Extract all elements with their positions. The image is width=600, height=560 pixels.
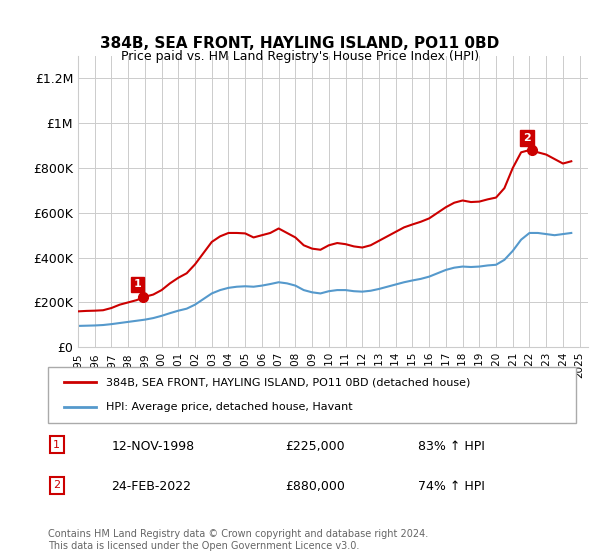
Text: £880,000: £880,000 [286, 480, 346, 493]
Text: HPI: Average price, detached house, Havant: HPI: Average price, detached house, Hava… [106, 402, 353, 412]
Text: 2: 2 [523, 133, 531, 143]
Text: 74% ↑ HPI: 74% ↑ HPI [418, 480, 484, 493]
Text: 83% ↑ HPI: 83% ↑ HPI [418, 440, 484, 452]
Text: 384B, SEA FRONT, HAYLING ISLAND, PO11 0BD (detached house): 384B, SEA FRONT, HAYLING ISLAND, PO11 0B… [106, 377, 470, 388]
Text: 24-FEB-2022: 24-FEB-2022 [112, 480, 191, 493]
Text: 384B, SEA FRONT, HAYLING ISLAND, PO11 0BD: 384B, SEA FRONT, HAYLING ISLAND, PO11 0B… [100, 36, 500, 52]
Text: 2: 2 [53, 480, 61, 491]
Text: 1: 1 [134, 279, 142, 290]
Text: Contains HM Land Registry data © Crown copyright and database right 2024.
This d: Contains HM Land Registry data © Crown c… [48, 529, 428, 551]
Text: Price paid vs. HM Land Registry's House Price Index (HPI): Price paid vs. HM Land Registry's House … [121, 50, 479, 63]
Text: 12-NOV-1998: 12-NOV-1998 [112, 440, 194, 452]
FancyBboxPatch shape [48, 367, 576, 423]
Text: 1: 1 [53, 440, 60, 450]
Text: £225,000: £225,000 [286, 440, 345, 452]
